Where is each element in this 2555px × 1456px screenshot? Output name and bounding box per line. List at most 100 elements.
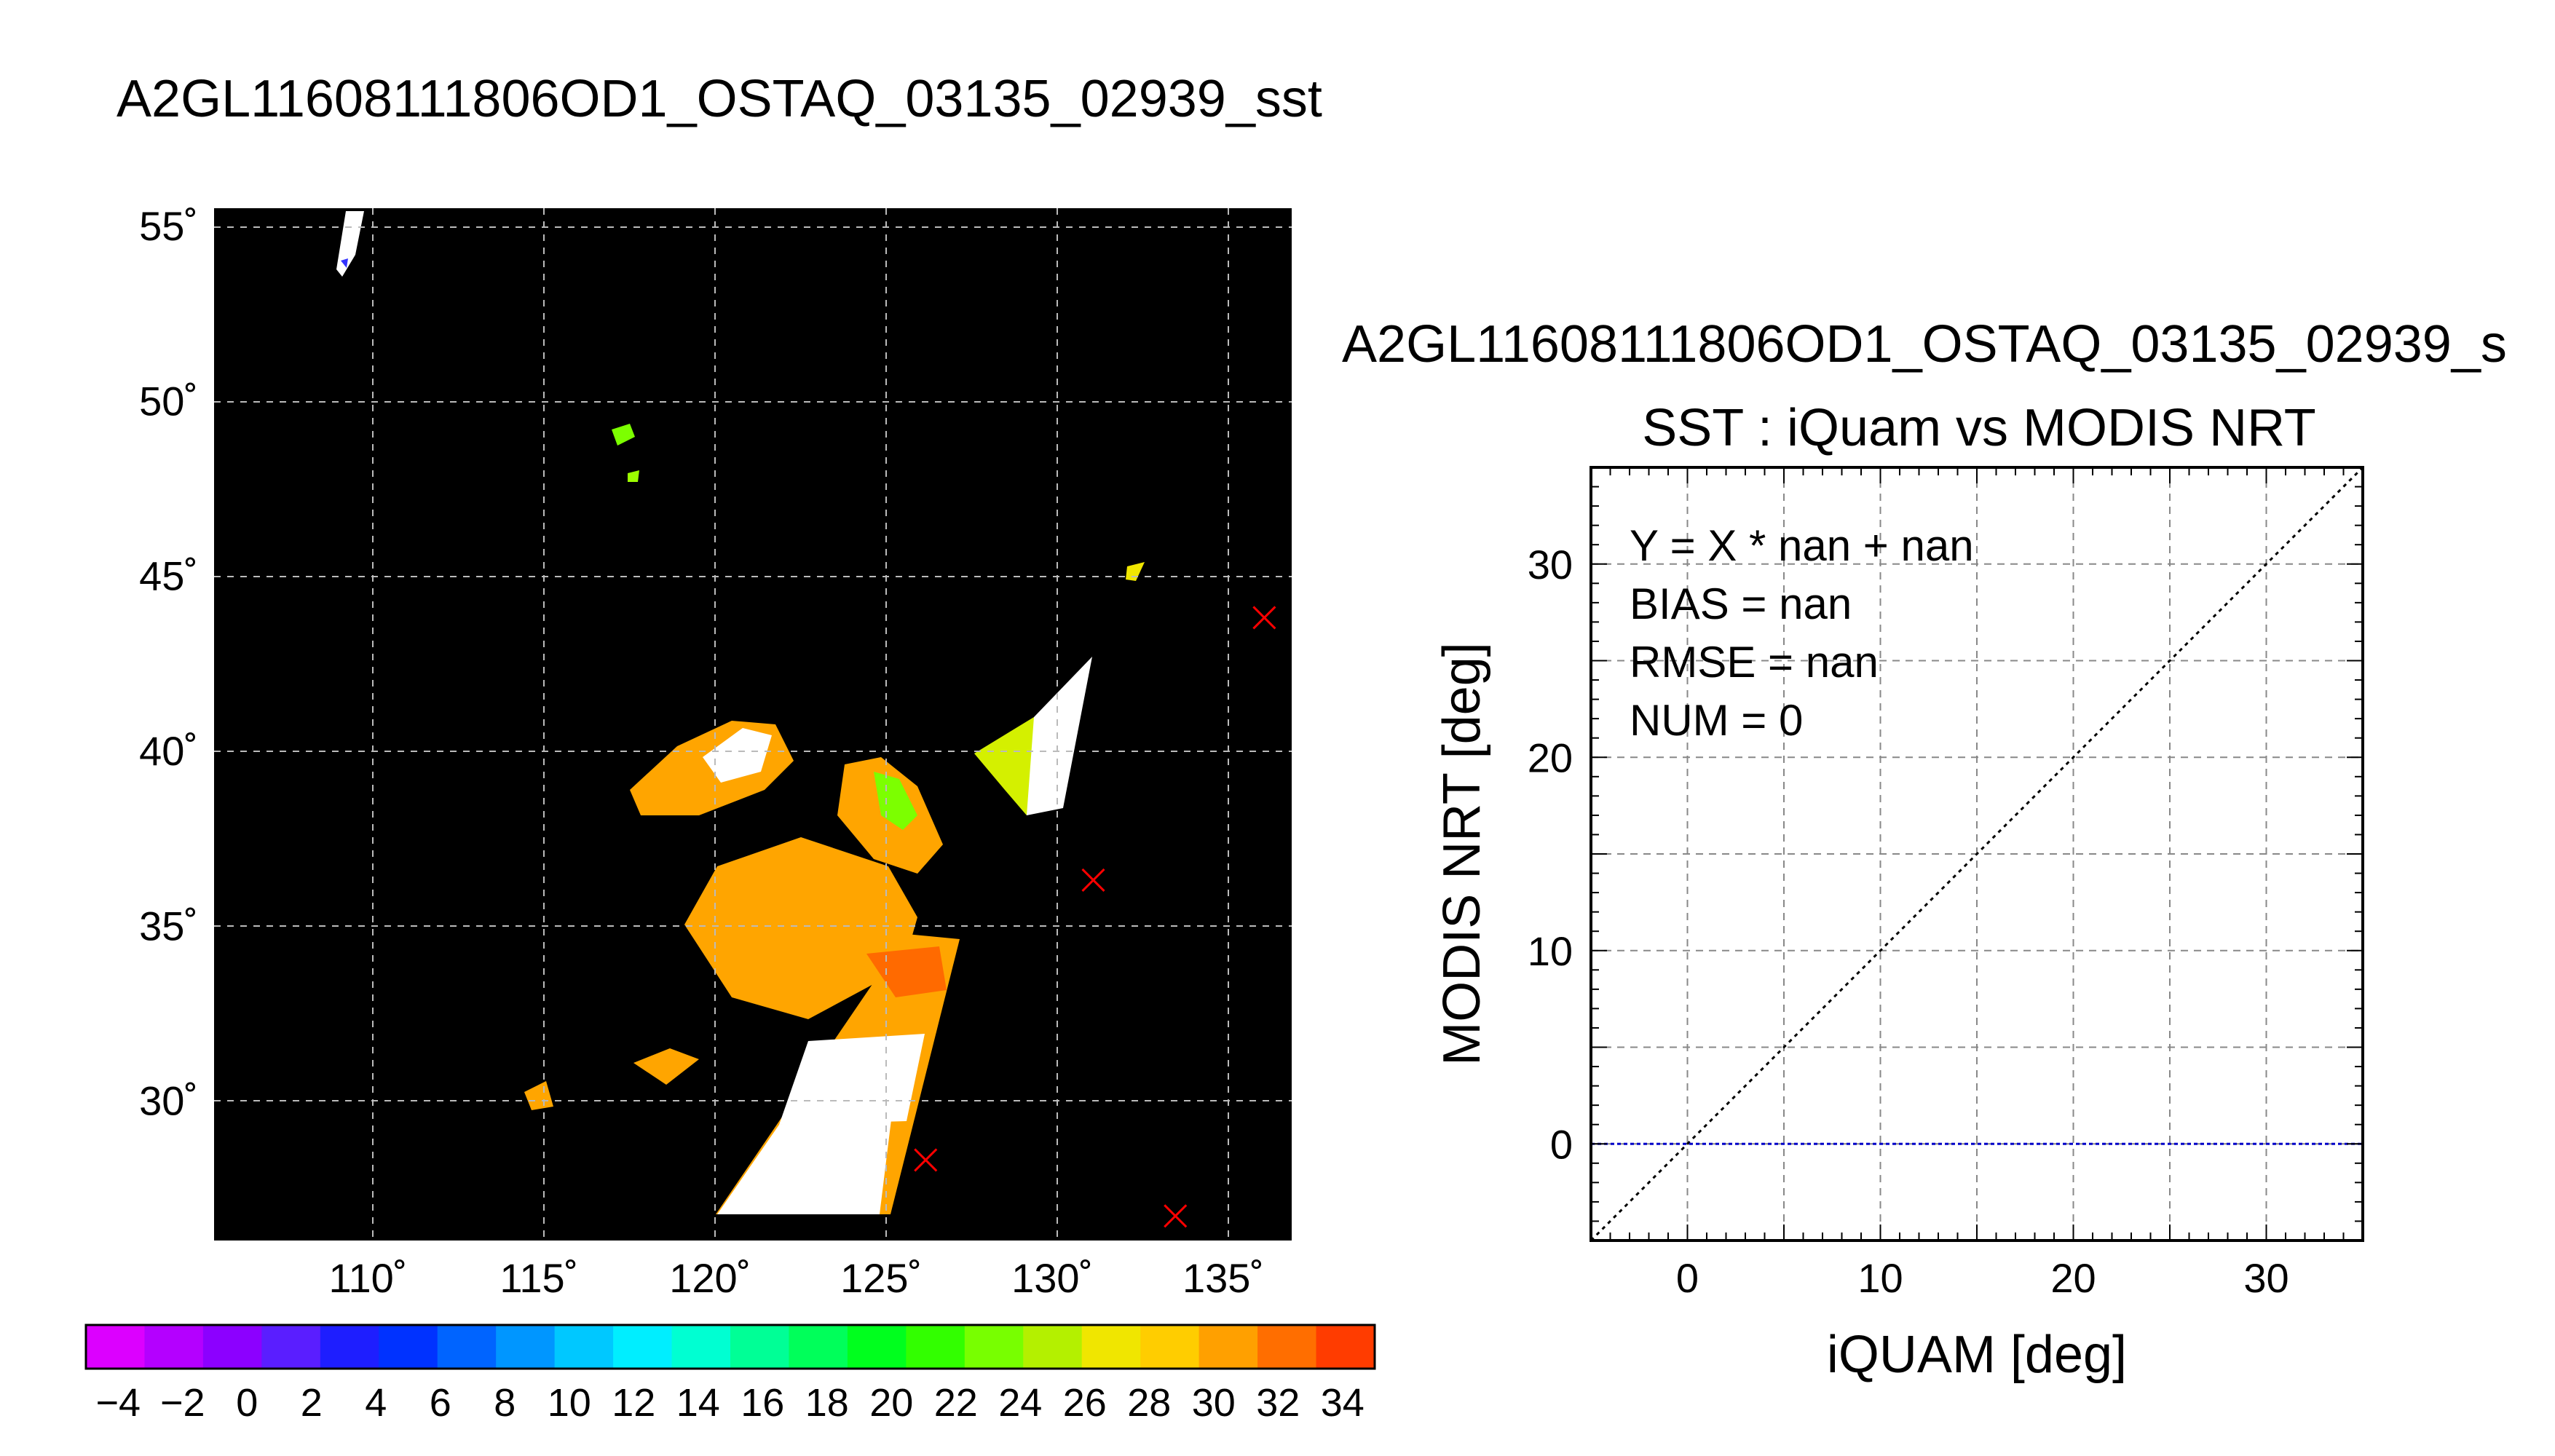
colorbar-cell xyxy=(86,1325,146,1369)
map-lon-tick-label: 110˚ xyxy=(328,1255,407,1301)
scatter-y-tick-labels: 0 10 20 30 xyxy=(1528,542,1573,1168)
colorbar-tick-label: −2 xyxy=(160,1381,205,1425)
colorbar-cell xyxy=(1140,1325,1200,1369)
sea-of-japan-white xyxy=(1027,657,1092,815)
colorbar-cell xyxy=(730,1325,790,1369)
map-lon-tick-label: 130˚ xyxy=(1011,1255,1093,1301)
colorbar-cell xyxy=(906,1325,965,1369)
colorbar-tick-label: 2 xyxy=(301,1381,323,1425)
colorbar-cell xyxy=(202,1325,262,1369)
map-lat-tick-labels: 30˚ 35˚ 40˚ 45˚ 50˚ 55˚ xyxy=(139,203,198,1124)
colorbar-tick-label: 8 xyxy=(494,1381,516,1425)
colorbar-cell xyxy=(320,1325,379,1369)
map-lon-tick-labels: 110˚ 115˚ 120˚ 125˚ 130˚ 135˚ xyxy=(328,1255,1264,1301)
colorbar-tick-label: 24 xyxy=(998,1381,1042,1425)
scatter-y-tick-label: 30 xyxy=(1528,542,1573,587)
scatter-x-tick-label: 30 xyxy=(2243,1255,2289,1301)
colorbar-cell xyxy=(847,1325,907,1369)
lake-patch-2 xyxy=(628,470,639,482)
colorbar-tick-label: 34 xyxy=(1321,1381,1365,1425)
colorbar-cell xyxy=(261,1325,321,1369)
stats-rmse: RMSE = nan xyxy=(1630,638,1879,687)
colorbar-cell xyxy=(1257,1325,1317,1369)
stats-fit: Y = X * nan + nan xyxy=(1630,521,1974,570)
colorbar-cell xyxy=(789,1325,848,1369)
map-lat-tick-label: 55˚ xyxy=(139,203,198,249)
colorbar-tick-label: 10 xyxy=(548,1381,591,1425)
sst-coverage xyxy=(336,211,1145,1214)
colorbar-tick-label: 4 xyxy=(365,1381,387,1425)
colorbar-cell xyxy=(437,1325,497,1369)
scatter-y-tick-label: 20 xyxy=(1528,735,1573,780)
colorbar-frame xyxy=(84,1324,1376,1370)
map-gridlines xyxy=(214,208,1292,1241)
colorbar-cell xyxy=(613,1325,673,1369)
lake-patch-1 xyxy=(612,424,635,446)
map-lat-tick-label: 40˚ xyxy=(139,728,198,774)
colorbar-tick-label: 32 xyxy=(1256,1381,1300,1425)
scatter-x-tick-label: 0 xyxy=(1676,1255,1699,1301)
map-station-markers xyxy=(914,606,1276,1228)
colorbar-tick-label: 14 xyxy=(676,1381,720,1425)
colorbar-cell xyxy=(144,1325,204,1369)
colorbar-tick-labels: −4 −2 0 2 4 6 8 10 12 14 16 18 20 22 24 26 28 30 32 34 xyxy=(95,1381,1364,1425)
map-lat-tick-label: 45˚ xyxy=(139,553,198,599)
station-marker xyxy=(1164,1204,1188,1228)
colorbar-tick-label: 6 xyxy=(430,1381,451,1425)
swath-white-south xyxy=(717,1114,892,1214)
colorbar-tick-label: 18 xyxy=(805,1381,849,1425)
swath-white-mid xyxy=(779,1034,925,1125)
map-lon-tick-label: 125˚ xyxy=(840,1255,922,1301)
map-lat-tick-label: 30˚ xyxy=(139,1078,198,1124)
scatter-y-tick-label: 0 xyxy=(1550,1121,1573,1167)
identity-line xyxy=(1590,466,2364,1242)
station-marker xyxy=(914,1148,938,1172)
lake-baikal-cold xyxy=(341,258,348,268)
scatter-x-tick-label: 20 xyxy=(2050,1255,2096,1301)
sst-map: 110˚ 115˚ 120˚ 125˚ 130˚ 135˚ 30˚ 35˚ 40˚ 45˚ 50˚… xyxy=(139,203,1292,1301)
inland-patch-1 xyxy=(633,1048,699,1085)
station-marker xyxy=(1081,868,1105,892)
station-marker xyxy=(1252,606,1276,630)
colorbar-cell xyxy=(1198,1325,1258,1369)
scatter-file-title: A2GL11608111806OD1_OSTAQ_03135_02939_s xyxy=(1342,315,2507,373)
figure-title: A2GL11608111806OD1_OSTAQ_03135_02939_sst xyxy=(117,70,1322,128)
colorbar-cell xyxy=(554,1325,614,1369)
scatter-plot: 0 10 20 30 0 10 20 30 Y = X * nan + nan BIAS =… xyxy=(1433,466,2364,1384)
scatter-x-tick-label: 10 xyxy=(1857,1255,1903,1301)
colorbar: −4 −2 0 2 4 6 8 10 12 14 16 18 20 22 24 26 28 30 32 34 xyxy=(84,1324,1376,1425)
scatter-frame xyxy=(1590,466,2364,1242)
colorbar-cell xyxy=(379,1325,438,1369)
colorbar-tick-label: 30 xyxy=(1192,1381,1236,1425)
scatter-y-axis-label: MODIS NRT [deg] xyxy=(1433,642,1491,1066)
scatter-title: SST : iQuam vs MODIS NRT xyxy=(1642,399,2316,457)
map-lat-tick-label: 50˚ xyxy=(139,378,198,424)
colorbar-cell xyxy=(1316,1325,1375,1369)
colorbar-tick-label: 22 xyxy=(934,1381,978,1425)
colorbar-cell xyxy=(1023,1325,1083,1369)
colorbar-cell xyxy=(671,1325,731,1369)
map-lon-tick-label: 135˚ xyxy=(1182,1255,1264,1301)
scatter-x-tick-labels: 0 10 20 30 xyxy=(1676,1255,2289,1301)
colorbar-tick-label: 28 xyxy=(1127,1381,1171,1425)
colorbar-tick-label: 26 xyxy=(1063,1381,1107,1425)
scatter-stats: Y = X * nan + nan BIAS = nan RMSE = nan … xyxy=(1630,521,1974,745)
colorbar-tick-label: 12 xyxy=(612,1381,655,1425)
colorbar-tick-label: −4 xyxy=(95,1381,141,1425)
colorbar-cells xyxy=(86,1325,1375,1369)
scatter-y-tick-label: 10 xyxy=(1528,928,1573,974)
inland-patch-2 xyxy=(524,1081,553,1110)
colorbar-cell xyxy=(964,1325,1024,1369)
colorbar-cell xyxy=(1081,1325,1141,1369)
colorbar-tick-label: 0 xyxy=(236,1381,258,1425)
colorbar-tick-label: 16 xyxy=(741,1381,784,1425)
bohai-white xyxy=(703,728,772,783)
map-lon-tick-label: 120˚ xyxy=(669,1255,751,1301)
stats-bias: BIAS = nan xyxy=(1630,579,1852,628)
colorbar-cell xyxy=(496,1325,556,1369)
green-patch xyxy=(874,772,917,830)
colorbar-tick-label: 20 xyxy=(869,1381,913,1425)
yellow-sea-sst xyxy=(684,837,917,1019)
map-lon-tick-label: 115˚ xyxy=(499,1255,578,1301)
